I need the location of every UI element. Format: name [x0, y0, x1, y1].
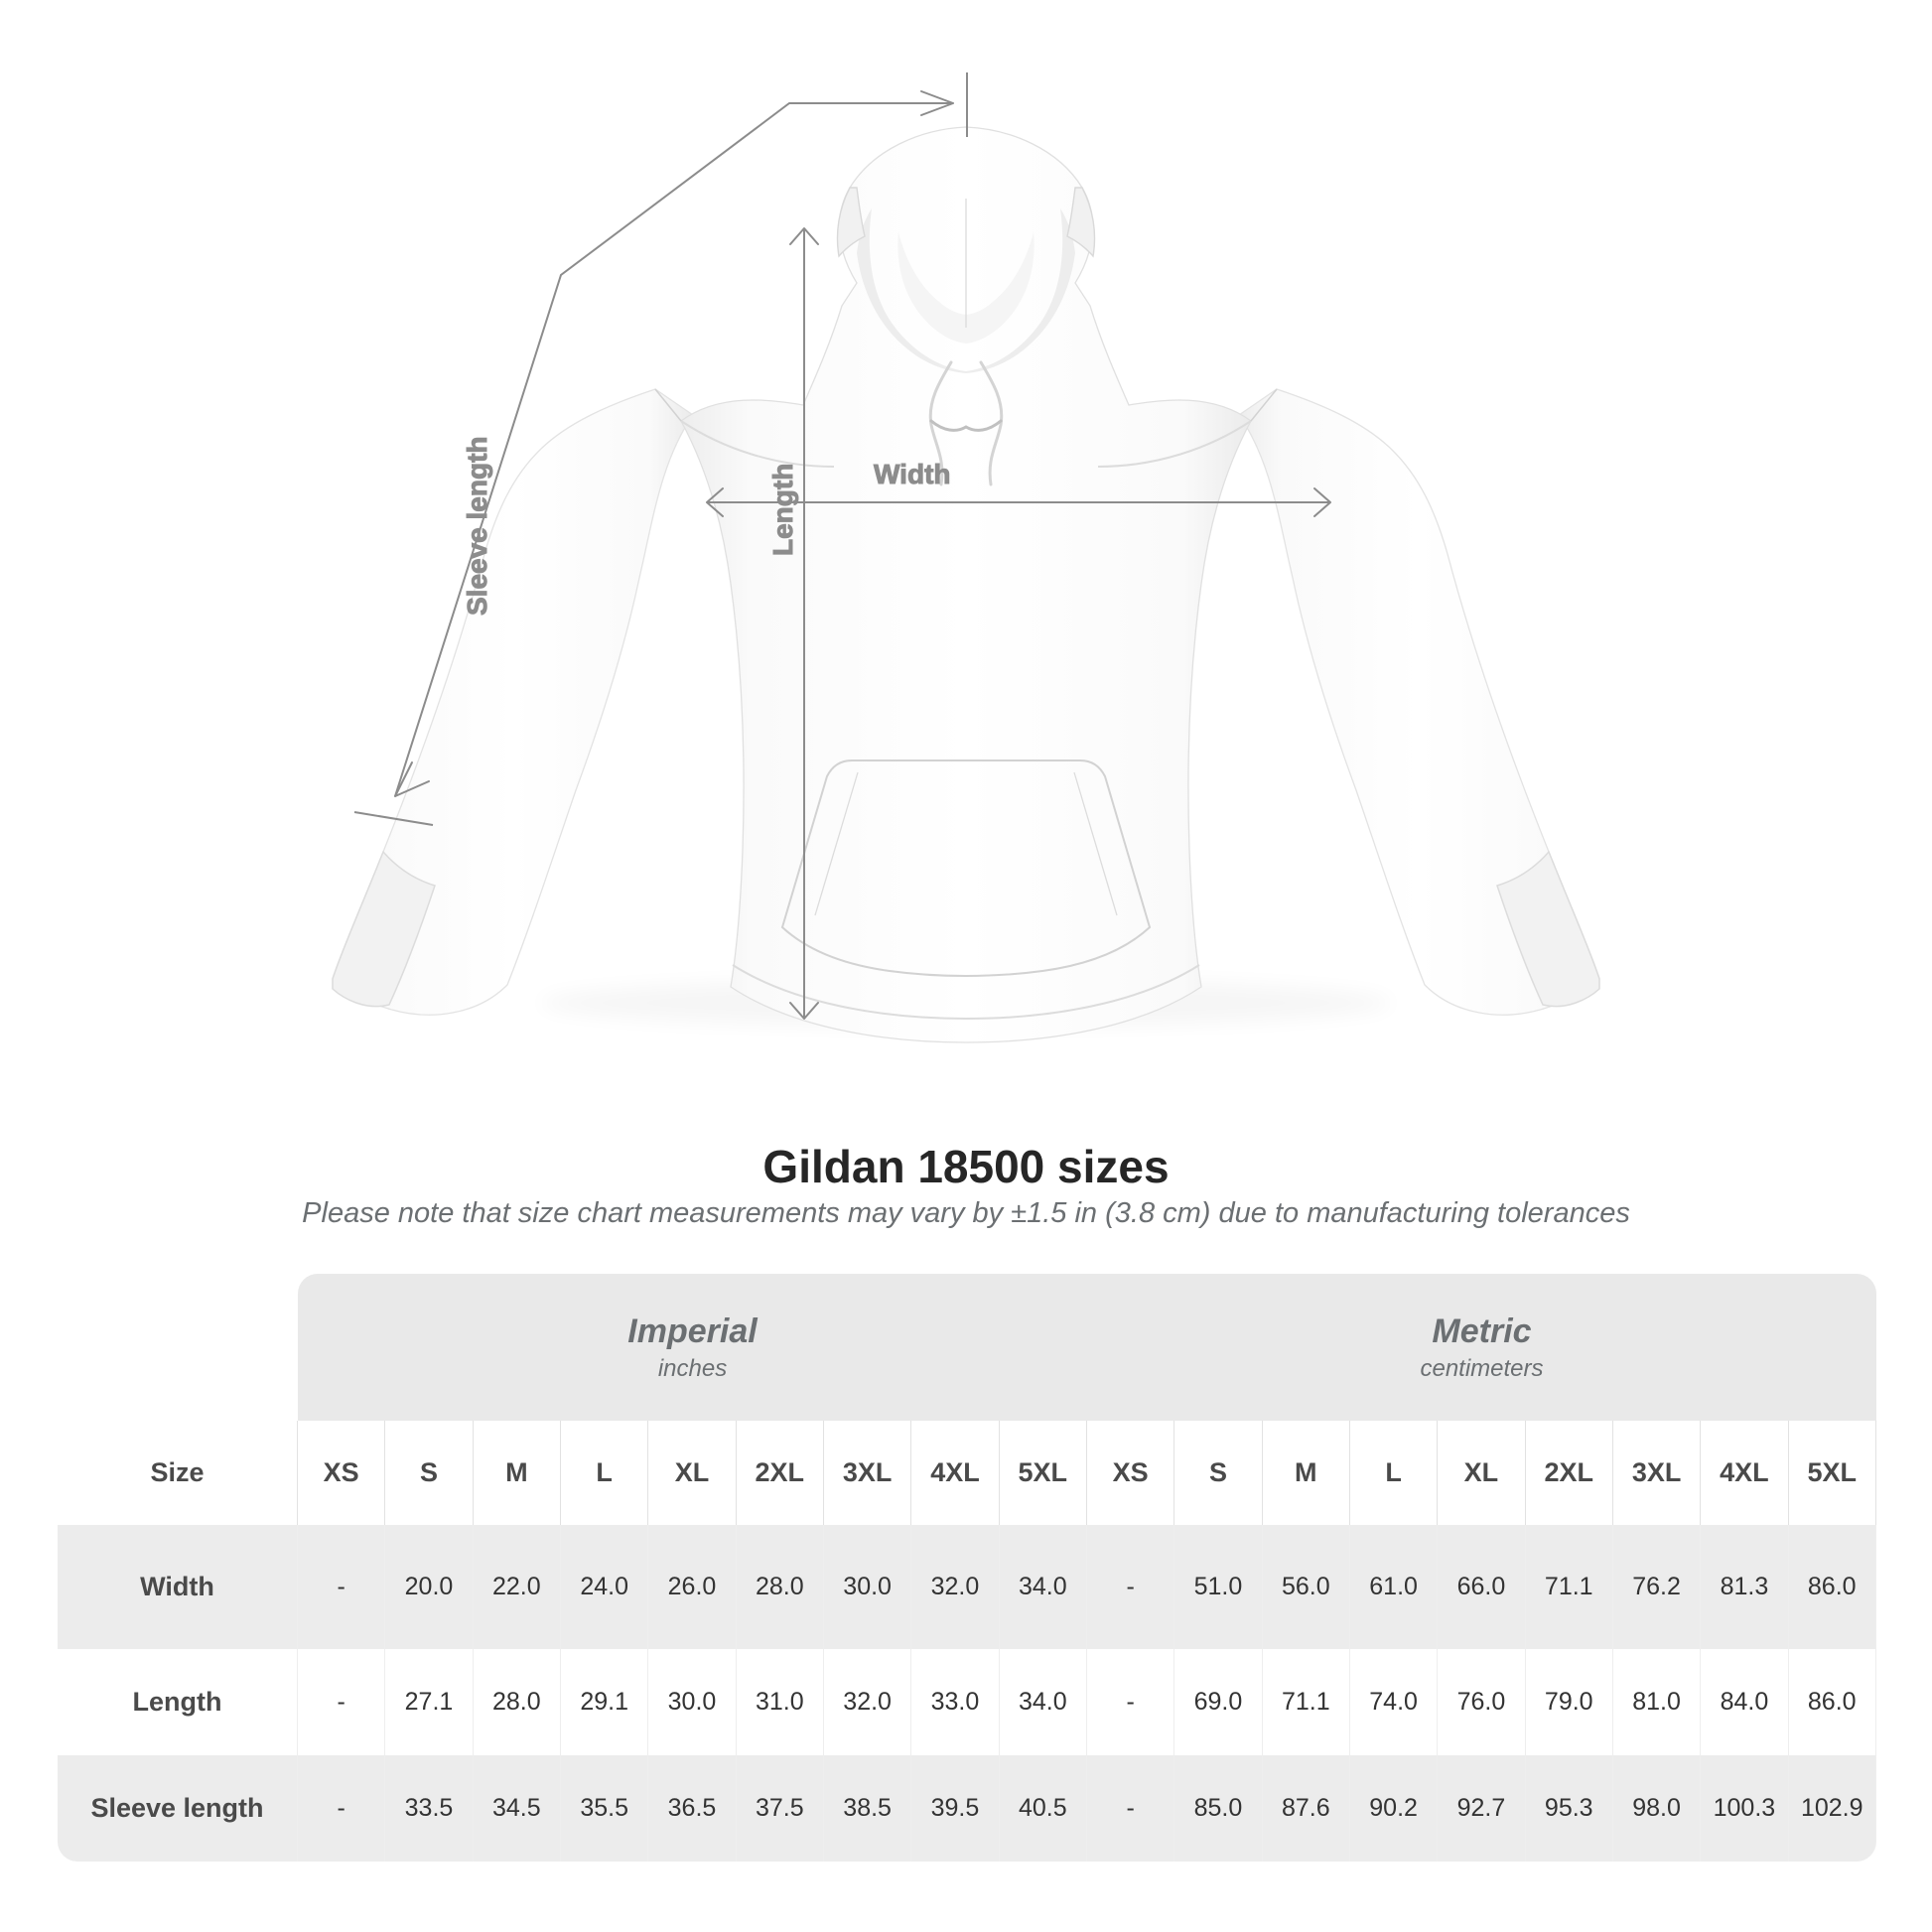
svg-text:Length: Length [767, 464, 798, 556]
svg-text:Sleeve length: Sleeve length [462, 436, 492, 616]
svg-text:Width: Width [874, 459, 951, 489]
